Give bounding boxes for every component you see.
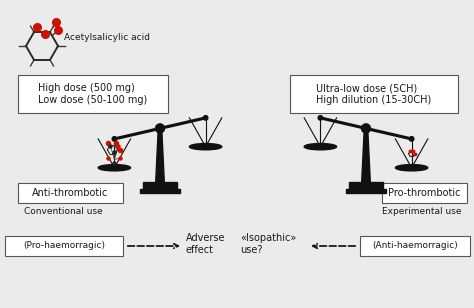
Ellipse shape	[203, 116, 208, 120]
Text: Acetylsalicylic acid: Acetylsalicylic acid	[64, 34, 150, 43]
Polygon shape	[346, 189, 386, 193]
Polygon shape	[362, 130, 370, 182]
FancyBboxPatch shape	[18, 183, 123, 203]
Text: Experimental use: Experimental use	[382, 207, 462, 216]
Polygon shape	[143, 182, 177, 189]
Ellipse shape	[410, 137, 414, 141]
Ellipse shape	[395, 164, 428, 171]
Polygon shape	[140, 189, 180, 193]
Text: Pro-thrombotic: Pro-thrombotic	[388, 188, 461, 198]
Text: High dose (500 mg)
Low dose (50-100 mg): High dose (500 mg) Low dose (50-100 mg)	[38, 83, 147, 105]
Ellipse shape	[155, 124, 164, 133]
FancyBboxPatch shape	[382, 183, 467, 203]
FancyBboxPatch shape	[360, 236, 470, 256]
Ellipse shape	[190, 144, 222, 150]
Text: (Anti-haemorragic): (Anti-haemorragic)	[372, 241, 458, 250]
Text: (Pro-haemorragic): (Pro-haemorragic)	[23, 241, 105, 250]
Polygon shape	[155, 130, 164, 182]
Text: Conventional use: Conventional use	[24, 207, 103, 216]
Text: «Isopathic»
use?: «Isopathic» use?	[240, 233, 296, 255]
Polygon shape	[349, 182, 383, 189]
FancyBboxPatch shape	[18, 75, 168, 113]
FancyBboxPatch shape	[5, 236, 123, 256]
Text: Ultra-low dose (5CH)
High dilution (15-30CH): Ultra-low dose (5CH) High dilution (15-3…	[316, 83, 432, 105]
Text: Adverse
effect: Adverse effect	[186, 233, 226, 255]
Ellipse shape	[98, 164, 131, 171]
Ellipse shape	[318, 116, 323, 120]
Text: Anti-thrombotic: Anti-thrombotic	[32, 188, 109, 198]
Ellipse shape	[362, 124, 371, 133]
FancyBboxPatch shape	[290, 75, 458, 113]
Ellipse shape	[304, 144, 337, 150]
Ellipse shape	[112, 137, 117, 141]
